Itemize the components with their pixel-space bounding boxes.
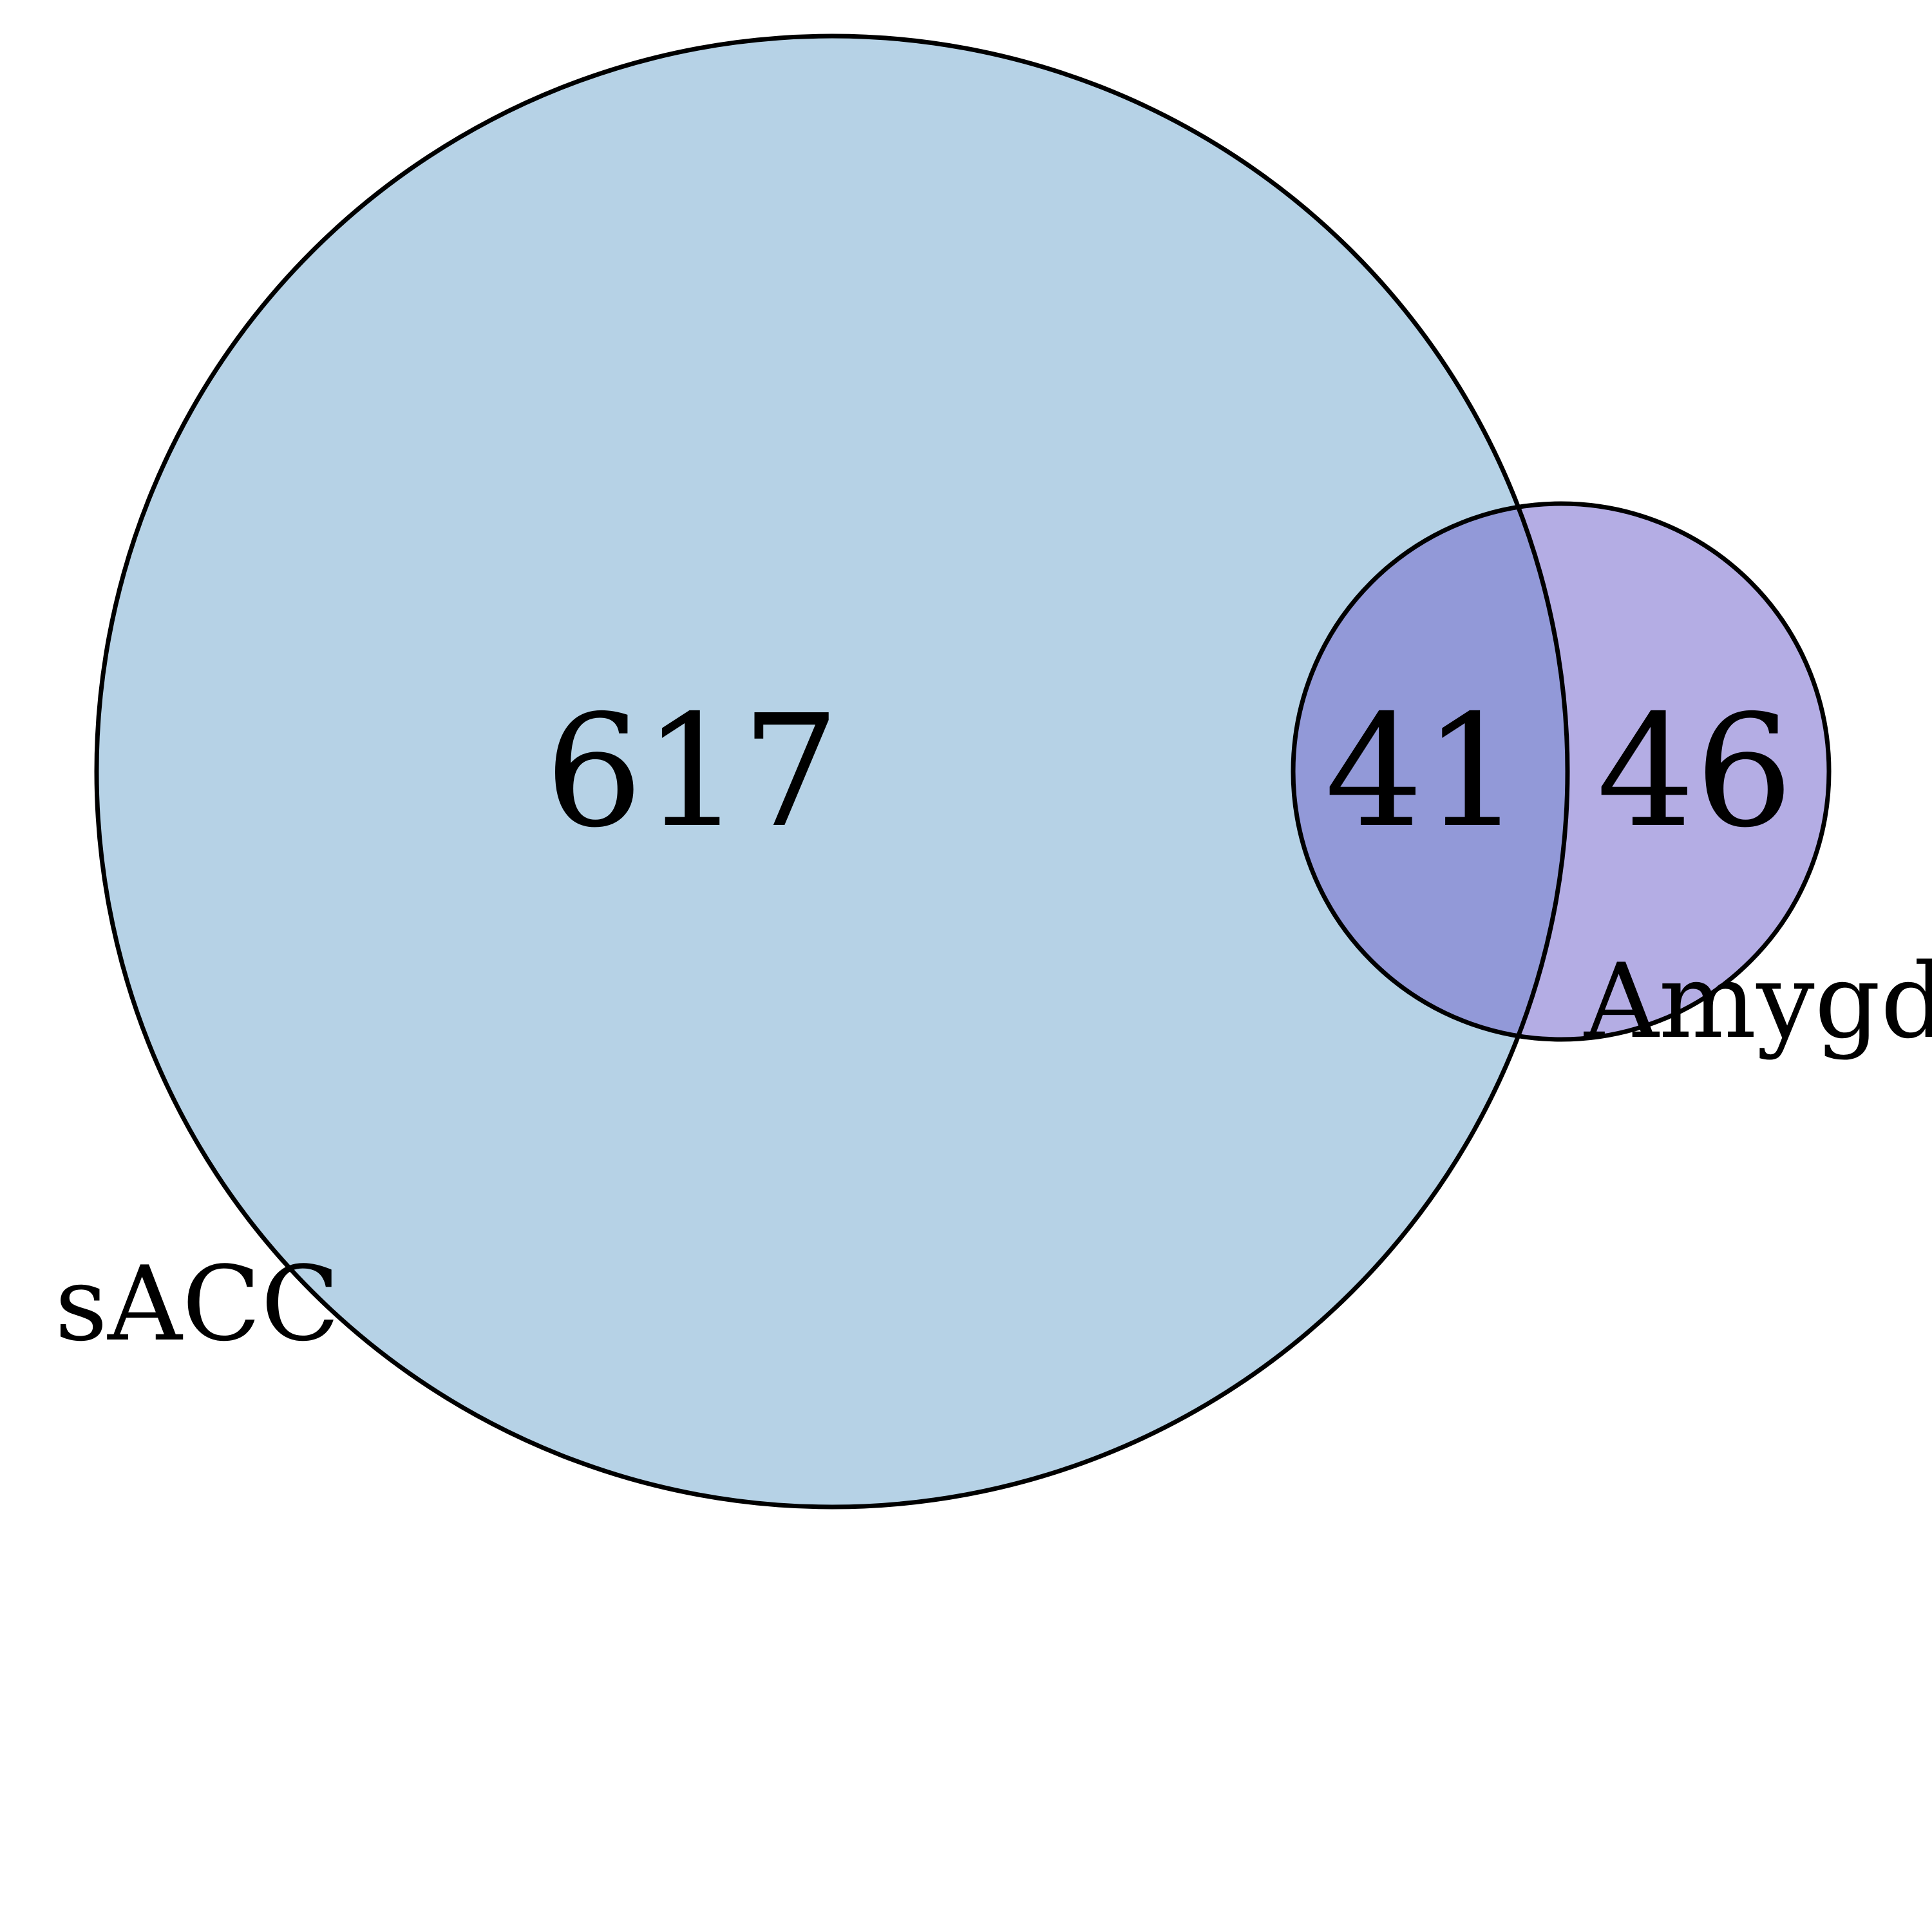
- sacc-only-count: 617: [545, 681, 840, 862]
- amygdala-only-count: 46: [1596, 681, 1793, 862]
- overlap-count: 41: [1325, 681, 1521, 862]
- sacc-set-label: sACC: [55, 1244, 340, 1364]
- sacc-outline: [94, 33, 1570, 1510]
- sacc-set-circle: [97, 36, 1567, 1507]
- amygdala-outline: [1291, 501, 1832, 1042]
- amygdala-set-label: Amygd: [1584, 941, 1932, 1061]
- overlap-region: [1293, 504, 1567, 1039]
